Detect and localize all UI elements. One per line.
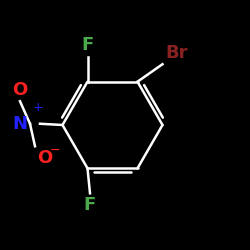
Text: Br: Br [165, 44, 188, 62]
Text: +: + [32, 101, 43, 114]
Text: O: O [12, 81, 28, 99]
Text: N: N [12, 115, 28, 133]
Text: F: F [82, 36, 94, 54]
Text: −: − [50, 144, 60, 157]
Text: F: F [84, 196, 96, 214]
Text: O: O [38, 149, 53, 167]
